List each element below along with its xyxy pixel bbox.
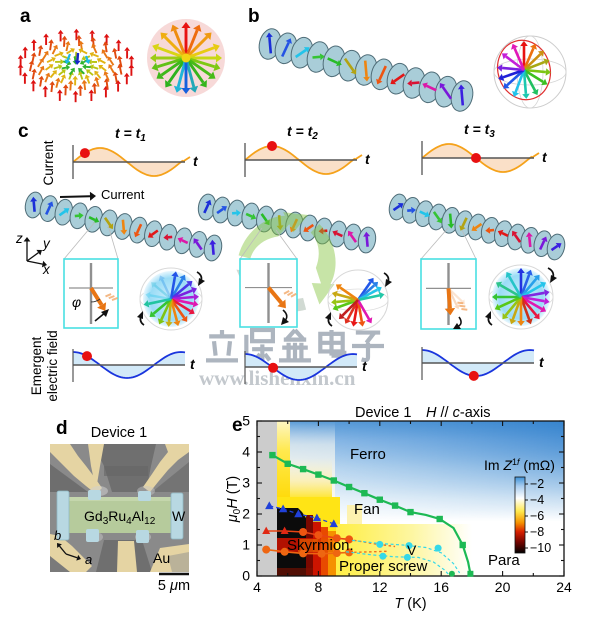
svg-text:V: V xyxy=(407,542,417,558)
svg-text:Current: Current xyxy=(41,140,56,185)
svg-text:2: 2 xyxy=(242,506,250,522)
svg-text:Emergent: Emergent xyxy=(29,336,44,395)
svg-text:8: 8 xyxy=(315,579,323,595)
svg-text:20: 20 xyxy=(495,579,511,595)
svg-text:5: 5 xyxy=(242,413,250,429)
svg-text:T (K): T (K) xyxy=(394,596,426,612)
svg-text:4: 4 xyxy=(253,579,261,595)
svg-text:Au: Au xyxy=(153,550,170,566)
svg-text:1: 1 xyxy=(242,537,250,553)
svg-text:Device 1: Device 1 xyxy=(355,405,411,421)
svg-text:Ferro: Ferro xyxy=(350,446,386,463)
svg-text:d: d xyxy=(56,418,68,439)
svg-text:φ: φ xyxy=(72,294,81,310)
svg-text:−4: −4 xyxy=(530,493,544,507)
svg-text:Im Z1f (mΩ): Im Z1f (mΩ) xyxy=(484,457,555,473)
svg-text:Para: Para xyxy=(488,552,520,569)
svg-text:Current: Current xyxy=(101,187,145,202)
svg-text:electric field: electric field xyxy=(45,330,60,401)
svg-text:16: 16 xyxy=(433,579,449,595)
svg-text:b: b xyxy=(54,528,61,543)
svg-text:y: y xyxy=(42,236,51,251)
svg-text:−8: −8 xyxy=(530,525,544,539)
svg-text:Proper screw: Proper screw xyxy=(339,558,428,575)
svg-text:a: a xyxy=(85,552,92,567)
svg-text:x: x xyxy=(42,262,51,277)
svg-text:Skyrmion.: Skyrmion. xyxy=(287,537,354,554)
svg-text:μ0H (T): μ0H (T) xyxy=(225,476,243,524)
svg-text:c: c xyxy=(18,121,29,142)
svg-text:24: 24 xyxy=(556,579,572,595)
svg-text:−10: −10 xyxy=(530,541,551,555)
svg-text:a: a xyxy=(20,6,31,27)
svg-text:H // c-axis: H // c-axis xyxy=(426,405,490,421)
svg-text:−2: −2 xyxy=(530,477,544,491)
svg-text:z: z xyxy=(15,231,23,246)
svg-text:W: W xyxy=(172,508,186,524)
svg-text:Fan: Fan xyxy=(354,501,380,518)
svg-text:4: 4 xyxy=(242,444,250,460)
svg-text:3: 3 xyxy=(242,475,250,491)
svg-text:−6: −6 xyxy=(530,509,544,523)
svg-text:12: 12 xyxy=(372,579,388,595)
svg-text:b: b xyxy=(248,6,260,27)
svg-text:5 μm: 5 μm xyxy=(158,578,190,594)
svg-text:0: 0 xyxy=(242,568,250,584)
svg-text:Device 1: Device 1 xyxy=(91,425,147,441)
svg-text:e: e xyxy=(232,415,243,436)
